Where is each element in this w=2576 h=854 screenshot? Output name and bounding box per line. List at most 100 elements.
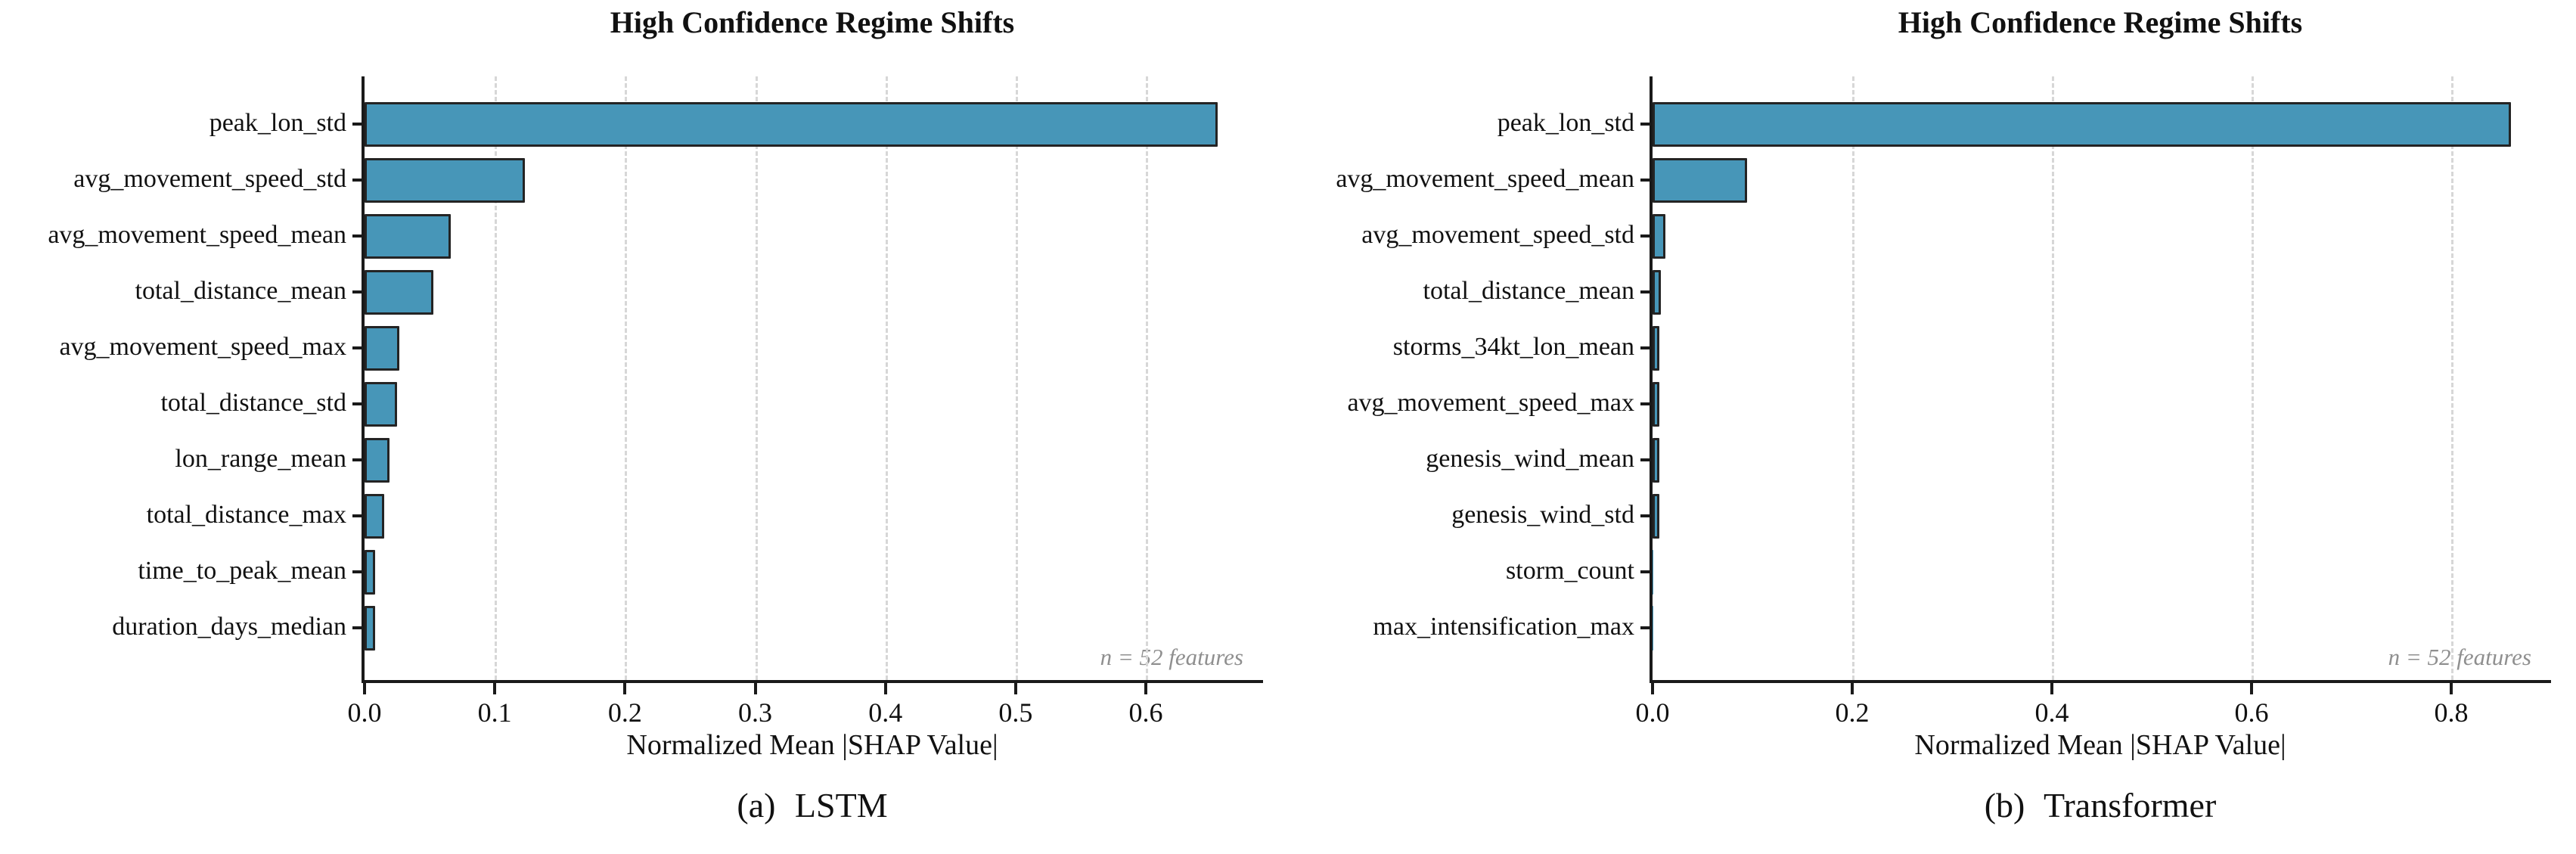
gridline xyxy=(2252,76,2254,680)
bar-row: avg_movement_speed_max xyxy=(1347,376,2551,432)
x-tick-label: 0.6 xyxy=(1128,697,1163,728)
y-tick xyxy=(1640,514,1650,517)
x-tick-label: 0.0 xyxy=(1635,697,1670,728)
bar xyxy=(365,437,390,483)
x-tick xyxy=(2249,683,2253,694)
chart-panel-transformer: High Confidence Regime Shifts n = 52 fea… xyxy=(1288,0,2576,854)
y-tick-label: duration_days_median xyxy=(112,613,346,641)
y-tick xyxy=(1640,290,1650,293)
x-tick xyxy=(1850,683,1854,694)
bar xyxy=(365,381,398,427)
subfigure-caption: (b) Transformer xyxy=(1984,786,2217,824)
bar-row: avg_movement_speed_std xyxy=(1361,208,2551,264)
y-tick xyxy=(1640,458,1650,461)
feature-count-note: n = 52 features xyxy=(2388,644,2531,670)
x-tick xyxy=(2050,683,2053,694)
gridline xyxy=(1146,76,1149,680)
y-tick-label: total_distance_std xyxy=(160,389,346,418)
y-tick-label: time_to_peak_mean xyxy=(138,557,346,585)
y-tick-label: genesis_wind_std xyxy=(1451,501,1634,529)
bar-row: peak_lon_std xyxy=(209,96,1263,152)
x-tick-label: 0.2 xyxy=(1835,697,1870,728)
bar-row: avg_movement_speed_max xyxy=(59,320,1263,376)
bar xyxy=(365,101,1218,147)
bar xyxy=(1653,157,1748,203)
x-tick xyxy=(1144,683,1148,694)
y-tick xyxy=(352,514,362,517)
x-tick xyxy=(2449,683,2453,694)
x-tick xyxy=(363,683,366,694)
y-tick-label: max_intensification_max xyxy=(1373,613,1634,641)
bar xyxy=(1653,213,1666,259)
bar xyxy=(1653,101,2512,147)
x-tick-label: 0.3 xyxy=(738,697,773,728)
x-tick-label: 0.4 xyxy=(2034,697,2069,728)
y-tick-label: total_distance_max xyxy=(146,501,346,529)
bar xyxy=(1653,325,1660,371)
y-tick xyxy=(1640,179,1650,182)
y-tick-label: avg_movement_speed_max xyxy=(1347,389,1634,418)
bar-row: storms_34kt_lon_mean xyxy=(1393,320,2551,376)
y-tick-label: avg_movement_speed_std xyxy=(73,165,346,194)
y-tick xyxy=(352,290,362,293)
y-tick xyxy=(1640,626,1650,629)
x-tick-label: 0.2 xyxy=(607,697,642,728)
x-tick-label: 0.4 xyxy=(868,697,903,728)
bar-row: max_intensification_max xyxy=(1373,600,2551,656)
y-tick xyxy=(352,402,362,405)
chart-title: High Confidence Regime Shifts xyxy=(1898,5,2303,39)
gridline xyxy=(885,76,888,680)
y-tick-label: total_distance_mean xyxy=(135,277,346,306)
gridline xyxy=(2450,76,2453,680)
x-tick-label: 0.6 xyxy=(2234,697,2269,728)
bar-rows: peak_lon_std avg_movement_speed_mean avg_m… xyxy=(1336,76,2551,680)
bar-row: total_distance_max xyxy=(147,488,1263,544)
x-tick-label: 0.5 xyxy=(998,697,1033,728)
bar-row: avg_movement_speed_mean xyxy=(1336,152,2551,208)
bar xyxy=(365,213,451,259)
bar-row: peak_lon_std xyxy=(1497,96,2551,152)
x-tick-label: 0.0 xyxy=(347,697,382,728)
bar-rows: peak_lon_std avg_movement_speed_std avg_mo… xyxy=(48,76,1263,680)
bar xyxy=(365,605,375,651)
y-tick xyxy=(352,234,362,238)
x-tick xyxy=(753,683,757,694)
y-tick-label: peak_lon_std xyxy=(1497,109,1634,138)
bar-row: duration_days_median xyxy=(112,600,1263,656)
chart-panel-lstm: High Confidence Regime Shifts n = 52 fea… xyxy=(48,5,1263,824)
bar xyxy=(365,325,400,371)
bar xyxy=(1653,381,1660,427)
x-tick xyxy=(623,683,627,694)
plot-area-transformer: n = 52 features peak_lon_std avg_movement… xyxy=(1336,76,2551,728)
feature-count-note: n = 52 features xyxy=(1100,644,1243,670)
bar xyxy=(1653,269,1661,315)
bar xyxy=(1653,437,1660,483)
bar-row: total_distance_mean xyxy=(1423,264,2551,320)
bar-row: avg_movement_speed_std xyxy=(73,152,1263,208)
y-tick xyxy=(352,626,362,629)
bar xyxy=(365,157,525,203)
bar-row: storm_count xyxy=(1506,544,2551,600)
y-tick xyxy=(352,570,362,573)
bar xyxy=(365,549,375,595)
y-tick xyxy=(352,346,362,349)
y-tick xyxy=(1640,123,1650,126)
y-tick-label: avg_movement_speed_max xyxy=(59,333,346,362)
bar-row: genesis_wind_std xyxy=(1451,488,2551,544)
x-tick xyxy=(883,683,887,694)
y-tick-label: total_distance_mean xyxy=(1423,277,1634,306)
y-tick-label: avg_movement_speed_mean xyxy=(1336,165,1634,194)
y-tick xyxy=(1640,234,1650,238)
y-tick xyxy=(1640,402,1650,405)
bar-row: genesis_wind_mean xyxy=(1426,432,2551,488)
x-axis-label: Normalized Mean |SHAP Value| xyxy=(1914,729,2286,761)
bar-row: total_distance_mean xyxy=(135,264,1263,320)
bar-row: avg_movement_speed_mean xyxy=(48,208,1263,264)
y-tick-label: storms_34kt_lon_mean xyxy=(1392,333,1634,362)
x-axis-label: Normalized Mean |SHAP Value| xyxy=(626,729,998,761)
gridline xyxy=(755,76,758,680)
gridline xyxy=(625,76,628,680)
y-tick xyxy=(1640,570,1650,573)
y-tick xyxy=(352,179,362,182)
